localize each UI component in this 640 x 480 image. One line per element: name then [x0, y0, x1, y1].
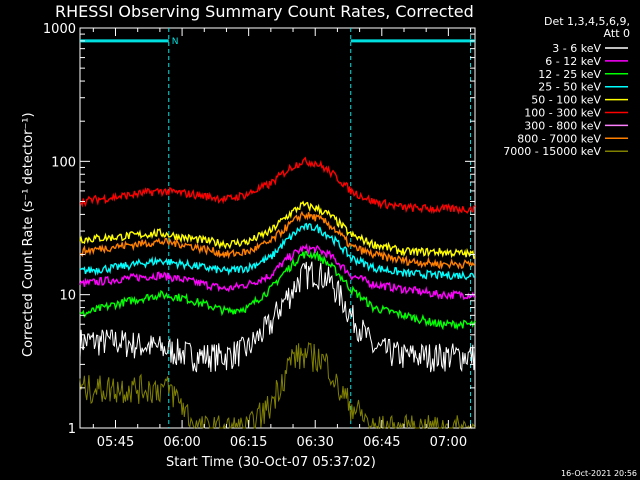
- footer-stamp: 16-Oct-2021 20:56: [561, 469, 637, 478]
- chart-title: RHESSI Observing Summary Count Rates, Co…: [55, 2, 474, 21]
- series-layer: [79, 156, 476, 430]
- x-tick-label: 06:15: [230, 435, 267, 450]
- y-tick-label: 1: [68, 422, 76, 437]
- series-line: [79, 210, 476, 270]
- x-tick-label: 07:00: [430, 435, 467, 450]
- legend-entry-label: 7000 - 15000 keV: [503, 145, 601, 158]
- x-tick-label: 05:45: [97, 435, 134, 450]
- series-line: [79, 341, 476, 430]
- plot-area: [79, 27, 476, 429]
- series-line: [79, 243, 475, 301]
- legend-entry-label: 25 - 50 keV: [538, 81, 601, 94]
- night-markers: N: [80, 28, 475, 428]
- x-tick-label: 06:45: [363, 435, 400, 450]
- series-line: [79, 156, 476, 215]
- legend-entry-label: 3 - 6 keV: [552, 42, 601, 55]
- legend-header-line-2: Att 0: [604, 27, 630, 40]
- night-label: N: [172, 37, 179, 47]
- axes: 05:45 06:00 06:15 06:30 06:45 07:00 1 10 100 1000: [43, 22, 475, 450]
- series-line: [79, 222, 475, 281]
- legend-entry-label: 50 - 100 keV: [531, 94, 601, 107]
- y-tick-label: 1000: [43, 22, 76, 37]
- x-tick-label: 06:30: [296, 435, 333, 450]
- plot-frame: [79, 27, 476, 429]
- x-tick-label: 06:00: [163, 435, 200, 450]
- y-tick-label: 10: [59, 289, 76, 304]
- y-tick-label: 100: [51, 155, 76, 170]
- series-line: [79, 261, 476, 373]
- legend-header-line-1: Det 1,3,4,5,6,9,: [544, 15, 630, 28]
- series-line: [79, 250, 476, 331]
- series-line: [79, 200, 476, 259]
- x-axis-title: Start Time (30-Oct-07 05:37:02): [166, 455, 376, 470]
- legend-entry-label: 300 - 800 keV: [524, 119, 601, 132]
- legend-entry-label: 100 - 300 keV: [524, 107, 601, 120]
- legend-entry-label: 800 - 7000 keV: [517, 132, 601, 145]
- legend-entry-label: 12 - 25 keV: [538, 68, 601, 81]
- legend-entry-label: 6 - 12 keV: [545, 55, 601, 68]
- y-axis-title: Corrected Count Rate (s⁻¹ detector⁻¹): [21, 112, 36, 357]
